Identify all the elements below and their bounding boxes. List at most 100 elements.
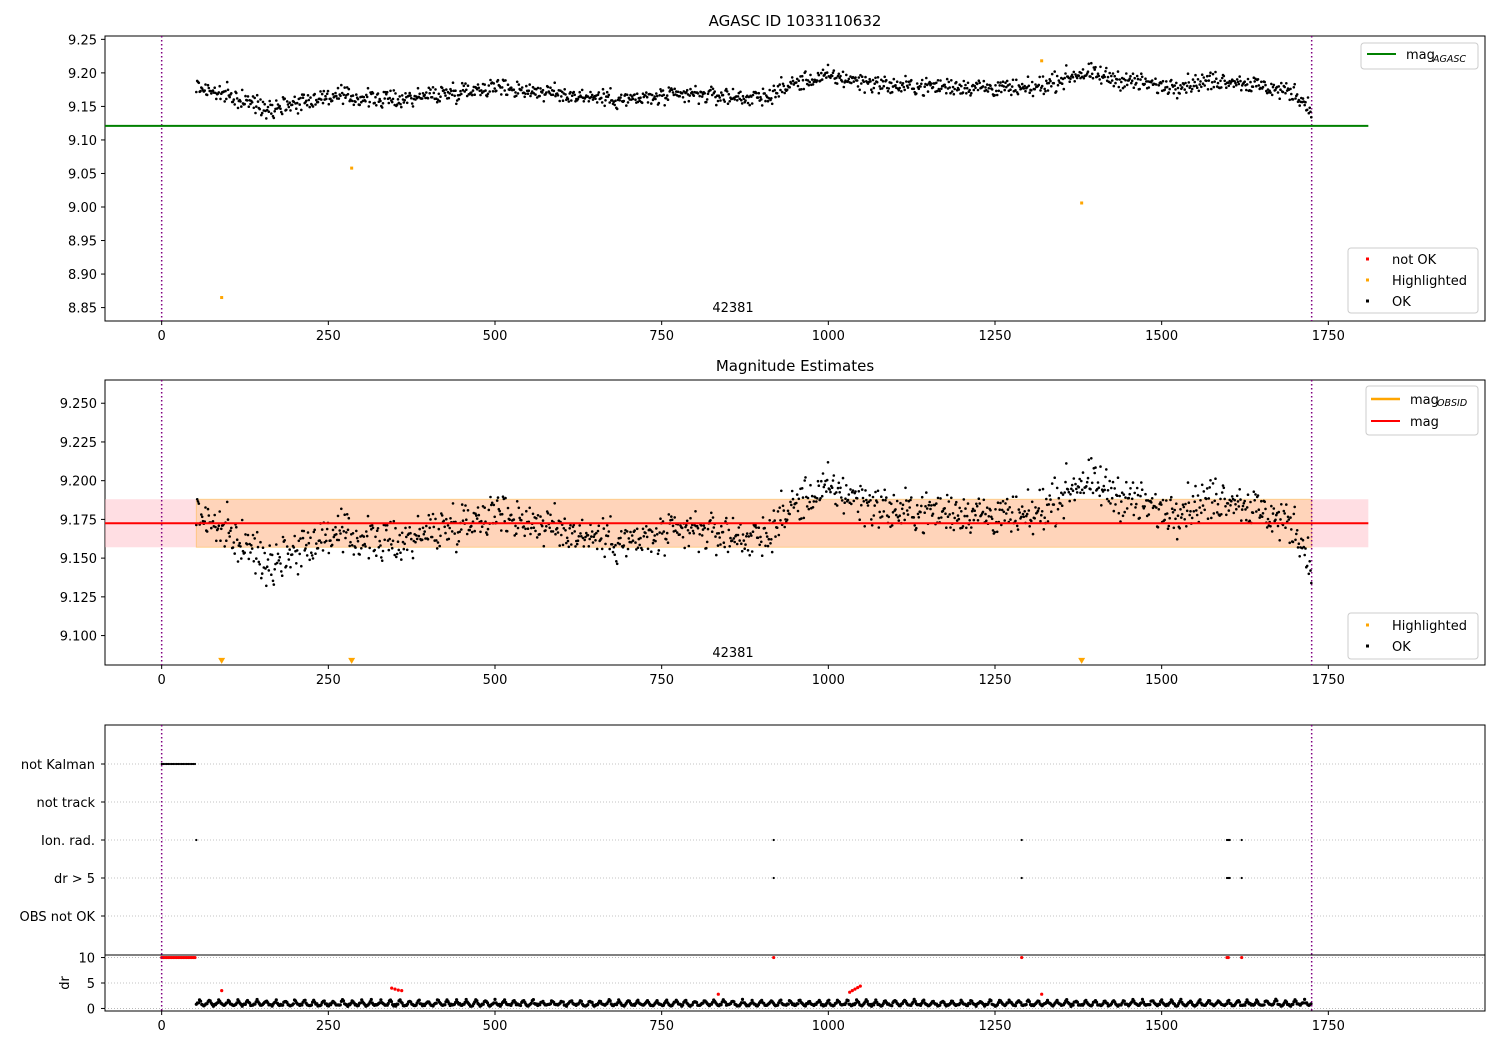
ok-point [696,526,700,530]
ok-point [665,531,669,535]
ok-point [348,544,352,548]
ok-point [460,503,464,506]
ok-point [850,81,853,85]
ok-point [250,544,253,547]
y-tick-label: 9.10 [68,134,97,149]
dr-ok-point [1227,998,1231,1002]
ok-point [1310,581,1313,585]
ok-point [490,503,493,507]
ok-point [505,93,509,97]
ok-point [380,106,384,109]
ok-point [965,92,968,95]
dr-ok-point [281,1003,285,1007]
x-tick-label: 750 [649,329,674,344]
ok-point [1245,518,1248,522]
ok-point [528,506,531,510]
ok-point [641,527,645,531]
ok-point [1214,477,1217,481]
ok-point [795,501,798,505]
flag-row-label: Ion. rad. [41,834,95,849]
ok-point [941,509,945,513]
dr-ok-point [853,1001,858,1005]
ok-point [729,536,732,540]
ok-point [523,95,526,99]
ok-point [614,543,617,547]
x-tick-label: 1750 [1312,329,1345,344]
ok-point [465,532,469,536]
ok-point [364,545,367,548]
ok-point [782,509,786,512]
ok-point [380,556,383,559]
ok-point [1042,92,1046,96]
dr-ok-point [322,999,326,1003]
ok-point [931,85,935,89]
ok-point [902,512,906,515]
ok-point [286,103,290,106]
ok-point [375,529,379,532]
ok-point [1286,515,1290,519]
legend-label: Highlighted [1392,619,1467,634]
flag-point [188,762,192,766]
ok-point [536,514,540,517]
flag-point [192,762,195,766]
ok-point [573,93,576,97]
ok-point [280,570,283,573]
ok-point [570,94,574,97]
ok-point [483,83,487,86]
ok-point [615,107,619,111]
ok-point [572,90,576,94]
dr-ok-point [199,999,203,1003]
ok-point [1202,76,1206,79]
ok-point [790,503,793,507]
ok-point [1205,74,1209,78]
ok-point [453,532,457,535]
ok-point [755,91,758,95]
ok-point [770,102,774,106]
ok-point [767,96,771,100]
ok-point [405,101,409,105]
ok-point [1208,486,1211,489]
ok-point [1124,78,1127,82]
ok-point [409,531,412,535]
ok-point [423,93,427,97]
ok-point [718,96,721,99]
ok-point [1184,81,1187,85]
ok-point [754,523,757,527]
ok-point [308,105,312,109]
flag-row-label: not Kalman [21,758,95,773]
ok-point [1196,78,1200,81]
ok-point [720,524,723,528]
ok-point [1214,70,1217,74]
ok-point [1115,494,1119,498]
ok-point [655,527,658,530]
ok-point [804,70,807,73]
ok-point [524,527,527,531]
ok-point [629,93,632,97]
dr-ok-point [1019,1001,1023,1005]
ok-point [1136,493,1140,497]
ok-point [811,83,815,86]
ok-point [431,512,435,516]
ok-point [1130,79,1134,82]
ok-point [1066,488,1070,491]
ok-point [703,526,706,530]
ok-point [558,99,561,103]
ok-point [1276,91,1280,94]
ok-point [329,97,332,101]
ok-point [500,529,503,532]
ok-point [1155,83,1158,86]
ok-point [515,80,519,84]
ok-point [1224,505,1227,508]
dr-ok-point [1071,1003,1075,1007]
ok-point [1270,504,1273,508]
ok-point [854,490,857,493]
ok-point [1230,495,1234,498]
ok-point [216,527,220,530]
ok-point [613,553,616,556]
ok-point [1193,500,1196,504]
ok-point [1003,88,1006,92]
ok-point [1094,65,1097,69]
ok-point [447,96,451,100]
ok-point [462,84,466,88]
ok-point [320,541,323,544]
